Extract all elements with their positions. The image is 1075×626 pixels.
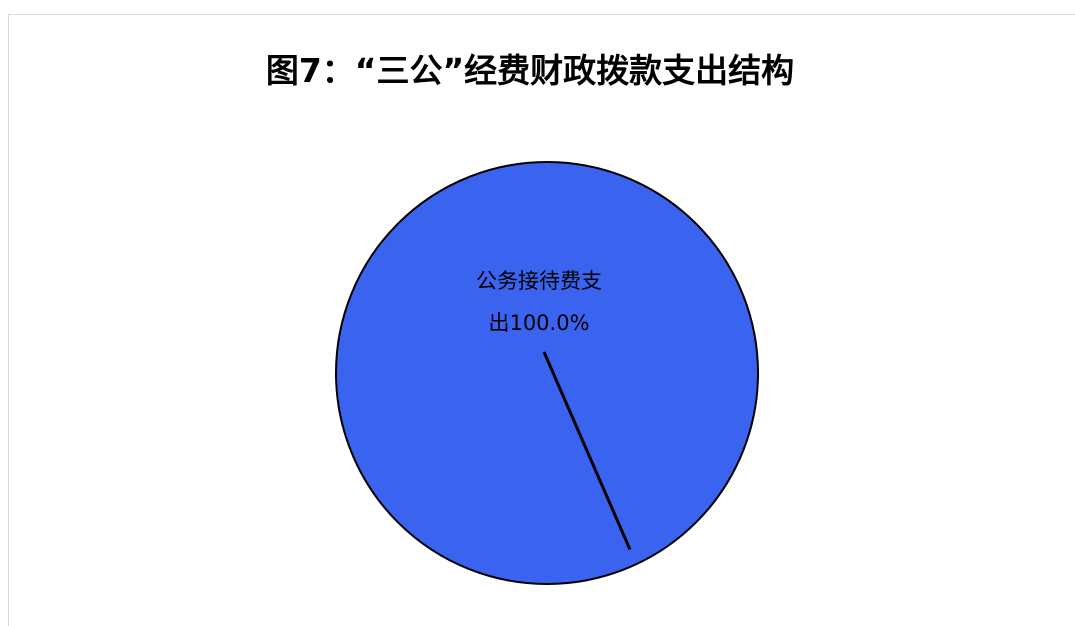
slice-boundary-line <box>542 351 632 551</box>
pie-slice <box>335 161 759 585</box>
slice-label-line-1: 公务接待费支 <box>476 269 602 293</box>
pie-slices <box>335 161 759 585</box>
slice-label-line-2: 出100.0% <box>488 311 589 335</box>
chart-title: 图7：“三公”经费财政拨款支出结构 <box>265 51 795 90</box>
